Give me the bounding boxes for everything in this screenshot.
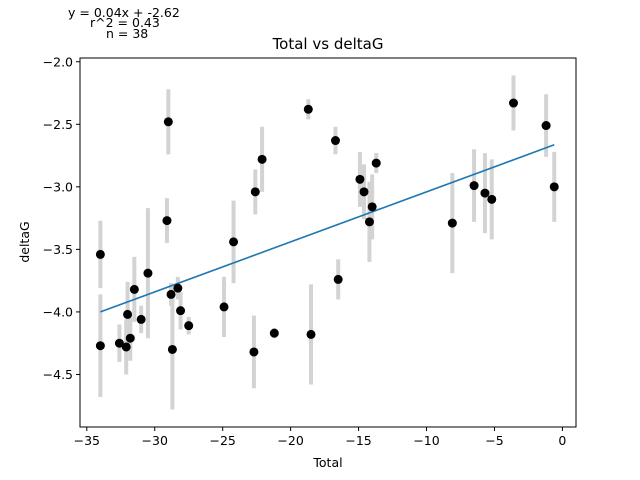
x-axis-label: Total	[312, 455, 342, 470]
y-tick-label: −3.5	[43, 242, 73, 257]
data-point	[143, 268, 153, 278]
data-point	[367, 202, 377, 212]
x-tick-label: −20	[277, 433, 303, 448]
data-point	[303, 104, 313, 114]
x-tick-label: 0	[558, 433, 566, 448]
data-point	[95, 341, 105, 351]
chart-title: Total vs deltaG	[272, 35, 384, 53]
x-tick-label: −5	[485, 433, 503, 448]
y-axis-label: deltaG	[17, 221, 32, 262]
data-point	[541, 121, 551, 131]
data-point	[184, 321, 194, 331]
data-point	[269, 328, 279, 338]
y-tick-label: −2.0	[43, 54, 73, 69]
x-tick-label: −30	[142, 433, 168, 448]
data-point	[125, 333, 135, 343]
y-axis: −4.5 −4.0 −3.5 −3.0 −2.5 −2.0	[43, 54, 80, 382]
y-tick-label: −3.0	[43, 179, 73, 194]
data-point	[163, 117, 173, 127]
data-point	[469, 181, 479, 191]
data-point	[167, 344, 177, 354]
data-point	[219, 302, 229, 312]
data-point	[487, 194, 497, 204]
x-tick-label: −10	[413, 433, 439, 448]
y-tick-label: −4.5	[43, 367, 73, 382]
y-tick-label: −4.0	[43, 304, 73, 319]
data-point	[250, 187, 260, 197]
sample-count: n = 38	[106, 26, 148, 41]
fit-equation: y = 0.04x + -2.62	[68, 5, 180, 20]
data-point	[355, 174, 365, 184]
data-point	[229, 237, 239, 247]
data-point	[371, 158, 381, 168]
data-point	[508, 98, 518, 108]
data-point	[176, 306, 186, 316]
data-point	[333, 274, 343, 284]
data-point	[480, 188, 490, 198]
data-point	[364, 217, 374, 227]
data-point	[447, 218, 457, 228]
x-tick-label: −25	[209, 433, 235, 448]
data-point	[166, 289, 176, 299]
data-point	[95, 249, 105, 259]
x-tick-label: −15	[345, 433, 371, 448]
data-point	[306, 329, 316, 339]
x-axis: −35 −30 −25 −20 −15 −10 −5 0	[74, 427, 566, 448]
fit-r-squared: r^2 = 0.43	[90, 15, 160, 30]
y-tick-label: −2.5	[43, 117, 73, 132]
data-point	[549, 182, 559, 192]
plot-area-frame	[79, 57, 577, 428]
data-point	[121, 342, 131, 352]
data-point	[330, 136, 340, 146]
data-point	[114, 338, 124, 348]
data-point	[136, 314, 146, 324]
data-points	[95, 98, 559, 357]
data-point	[257, 154, 267, 164]
data-point	[249, 347, 259, 357]
data-point	[359, 187, 369, 197]
data-point	[162, 216, 172, 226]
data-point	[129, 284, 139, 294]
data-point	[123, 309, 133, 319]
data-point	[173, 283, 183, 293]
x-tick-label: −35	[74, 433, 100, 448]
fit-statistics: y = 0.04x + -2.62 r^2 = 0.43 n = 38	[68, 5, 180, 41]
